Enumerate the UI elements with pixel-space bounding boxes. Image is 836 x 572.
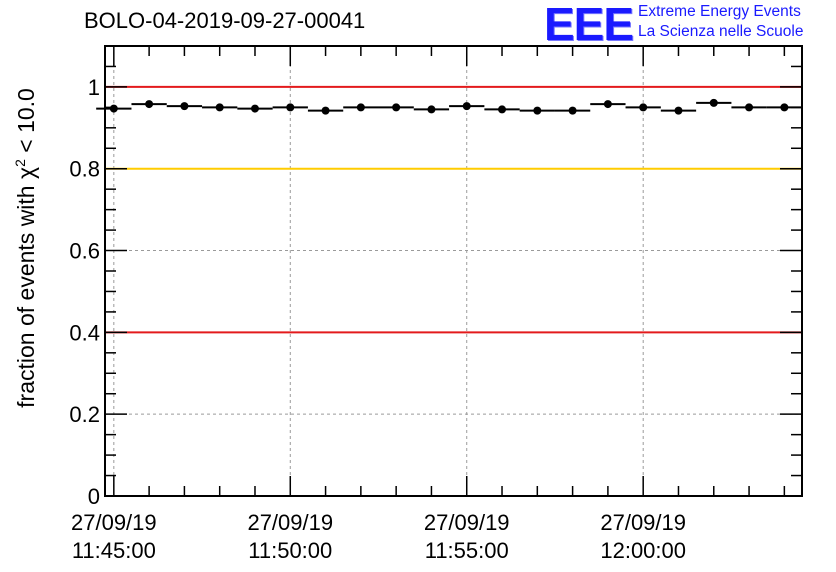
x-tick-time-label: 12:00:00 bbox=[600, 538, 686, 563]
data-point bbox=[180, 102, 189, 111]
reference-lines bbox=[105, 85, 802, 334]
y-tick-label: 0.6 bbox=[69, 239, 100, 264]
x-tick-date-label: 27/09/19 bbox=[600, 510, 686, 535]
data-point bbox=[356, 103, 365, 112]
y-tick-label: 0 bbox=[88, 484, 100, 509]
x-tick-time-label: 11:50:00 bbox=[248, 538, 332, 563]
data-point bbox=[568, 106, 577, 115]
logo-subtitle-line2: La Scienza nelle Scuole bbox=[638, 23, 804, 40]
x-tick-date-label: 27/09/19 bbox=[424, 510, 510, 535]
data-point bbox=[145, 100, 154, 109]
grid-layer bbox=[105, 46, 802, 496]
data-point bbox=[780, 103, 789, 112]
tick-layer: 0 0.2 0.4 0.6 0.8 1 27/09/19 11:45:00 27/09/19 11… bbox=[69, 45, 802, 563]
data-point bbox=[639, 103, 648, 112]
chart-title: BOLO-04-2019-09-27-00041 bbox=[84, 8, 366, 33]
data-point bbox=[215, 103, 224, 112]
data-point bbox=[709, 98, 718, 107]
data-point bbox=[745, 103, 754, 112]
data-point bbox=[533, 106, 542, 115]
data-point bbox=[321, 106, 330, 115]
y-tick-label: 0.2 bbox=[69, 402, 100, 427]
x-tick-time-label: 11:55:00 bbox=[425, 538, 509, 563]
eee-logo: EEE bbox=[544, 0, 634, 50]
y-tick-label: 1 bbox=[88, 75, 100, 100]
data-point bbox=[286, 103, 295, 112]
y-tick-label: 0.4 bbox=[69, 320, 100, 345]
logo-subtitle-line1: Extreme Energy Events bbox=[638, 3, 801, 20]
data-point bbox=[109, 104, 118, 113]
x-tick-date-label: 27/09/19 bbox=[71, 510, 157, 535]
data-point bbox=[603, 100, 612, 109]
x-tick-date-label: 27/09/19 bbox=[247, 510, 333, 535]
data-point bbox=[250, 104, 259, 113]
data-point bbox=[674, 106, 683, 115]
data-point bbox=[427, 105, 436, 114]
data-point bbox=[498, 105, 507, 114]
plot-frame bbox=[104, 45, 803, 497]
y-tick-label: 0.8 bbox=[69, 157, 100, 182]
data-point bbox=[392, 103, 401, 112]
x-tick-time-label: 11:45:00 bbox=[72, 538, 156, 563]
data-point bbox=[462, 102, 471, 111]
data-layer bbox=[96, 98, 802, 115]
